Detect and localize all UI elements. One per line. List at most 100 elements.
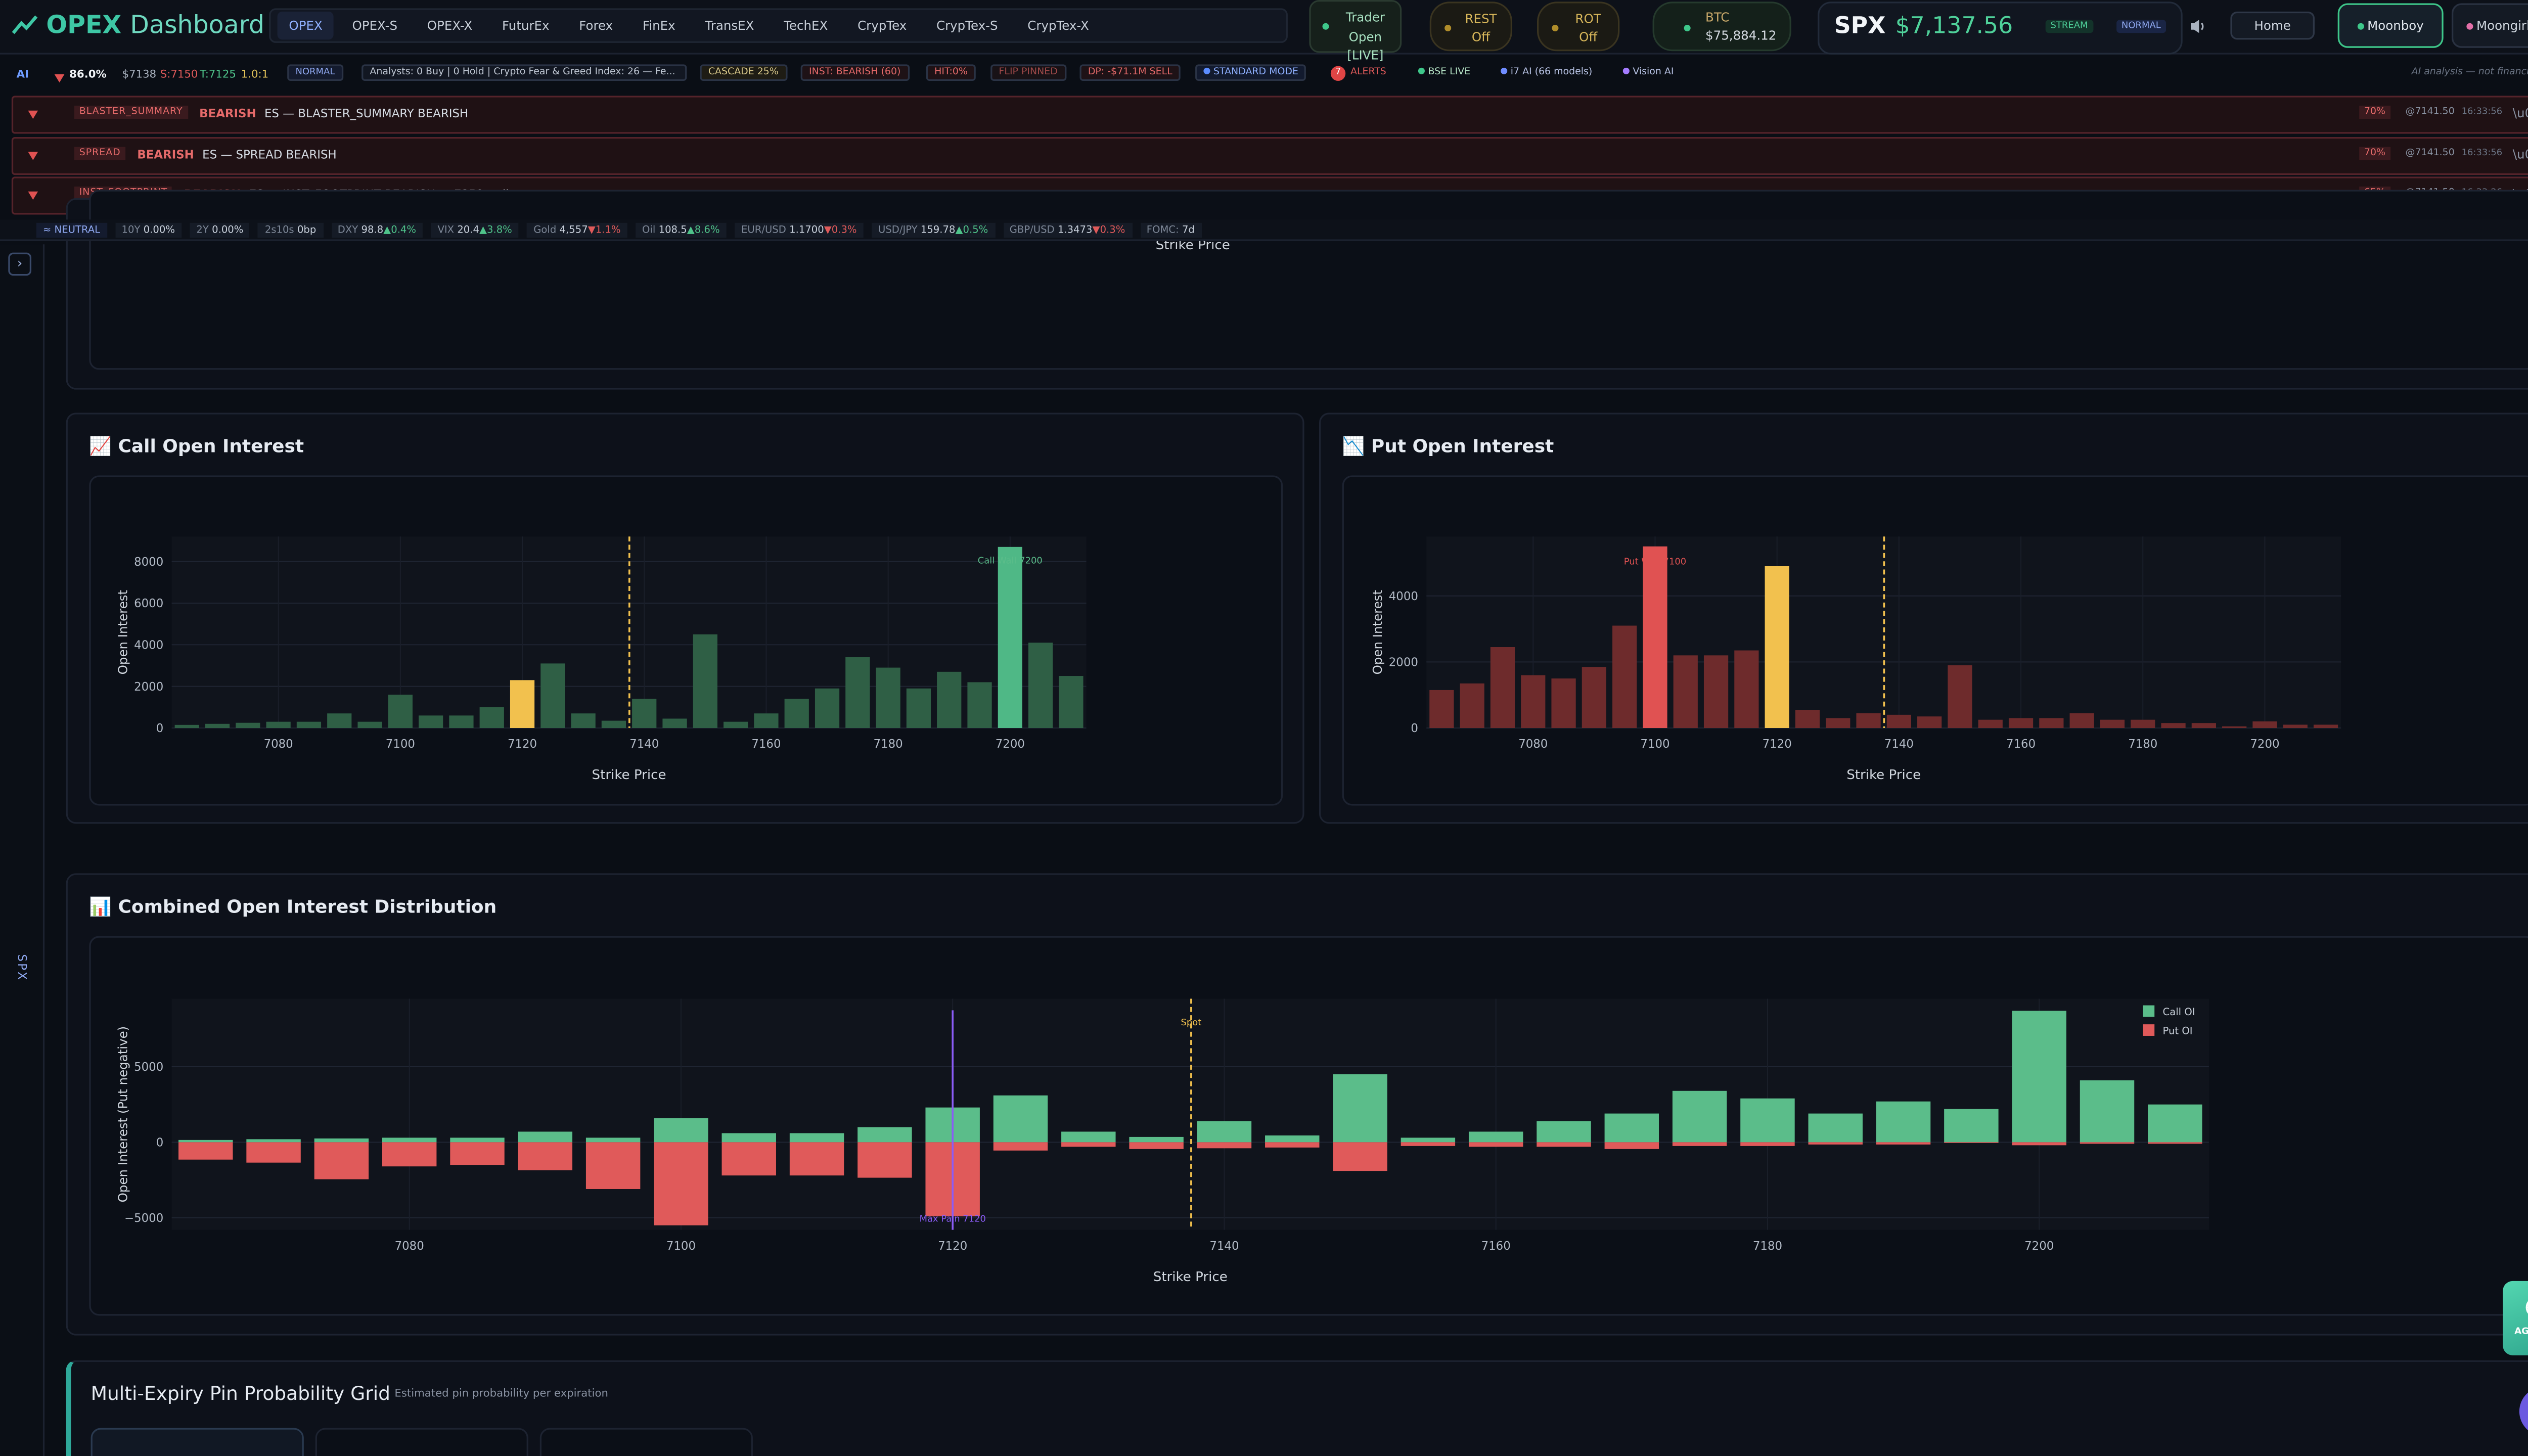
bar xyxy=(1537,1142,1591,1147)
y-tick-label: 6000 xyxy=(134,597,163,610)
bar xyxy=(601,720,626,728)
analysts-chip: Analysts: 0 Buy | 0 Hold | Crypto Fear &… xyxy=(362,64,687,81)
nav-tab[interactable]: TechEX xyxy=(784,18,828,33)
ai-target: T:7125 xyxy=(200,67,236,81)
spx-label: SPX xyxy=(1834,13,1886,40)
bar xyxy=(906,688,931,728)
bar xyxy=(1333,1142,1387,1171)
collapse-icon[interactable] xyxy=(28,151,38,160)
nav-tab[interactable]: CrypTex xyxy=(857,18,907,33)
bar xyxy=(654,1118,708,1143)
mode-chip[interactable]: STANDARD MODE xyxy=(1195,64,1307,81)
sentiment: ≈ NEUTRAL xyxy=(36,222,107,237)
bar xyxy=(518,1131,573,1143)
bar xyxy=(296,721,322,728)
bar xyxy=(1197,1142,1252,1149)
nav-tab[interactable]: Forex xyxy=(579,18,613,33)
bar xyxy=(1876,1101,1931,1143)
expiry-tab[interactable] xyxy=(539,1428,753,1456)
ticker-label: Gold xyxy=(533,223,557,236)
bar xyxy=(178,1140,233,1143)
nav-tab[interactable]: OPEX-X xyxy=(427,18,473,33)
ticker-item: 2s10s 0bp xyxy=(258,222,323,237)
ai-price: $7138 xyxy=(122,67,157,81)
bar xyxy=(450,1142,505,1165)
vision-text: Vision AI xyxy=(1633,67,1674,78)
agents-button[interactable]: AGENTS xyxy=(2503,1281,2528,1355)
bar xyxy=(1856,713,1881,728)
nav-tab[interactable]: CrypTex-X xyxy=(1027,18,1089,33)
collapse-icon[interactable] xyxy=(28,191,38,200)
bar xyxy=(1876,1142,1931,1145)
ticker-label: EUR/USD xyxy=(741,223,786,236)
collapse-icon[interactable] xyxy=(28,110,38,119)
bar xyxy=(1944,1142,1999,1143)
expiry-tab[interactable] xyxy=(91,1428,304,1456)
x-tick-label: 7100 xyxy=(1640,738,1669,751)
mode-dot xyxy=(1203,67,1210,74)
flip-chip: FLIP PINNED xyxy=(990,64,1066,81)
alert-signal: BEARISH xyxy=(199,107,256,121)
bar xyxy=(2069,713,2094,728)
annotation: Call Wall 7200 xyxy=(978,556,1043,566)
panel-title: 📈 Call Open Interest xyxy=(89,436,304,458)
bar xyxy=(1429,690,1454,728)
alert-count[interactable]: 7 xyxy=(1330,66,1346,81)
nav-tab[interactable]: TransEX xyxy=(705,18,754,33)
bar xyxy=(754,713,779,728)
logo-icon xyxy=(12,15,38,34)
agents-icon xyxy=(2525,1301,2528,1314)
bar xyxy=(585,1142,641,1189)
bar xyxy=(178,1142,233,1160)
bar xyxy=(2252,721,2277,728)
expiry-tab[interactable] xyxy=(315,1428,528,1456)
nav-tab[interactable]: OPEX-S xyxy=(352,18,398,33)
nav-tab[interactable]: FinEx xyxy=(642,18,675,33)
bar xyxy=(1765,566,1789,728)
ticker-change: ▲0.4% xyxy=(383,223,417,236)
btc-ticker[interactable]: BTC $75,884.12 xyxy=(1652,2,1791,52)
alert-close[interactable]: \u00D7 xyxy=(2512,105,2528,121)
bar xyxy=(1028,643,1053,728)
rest-toggle[interactable]: REST Off xyxy=(1429,2,1513,52)
bar xyxy=(479,707,504,728)
mode-text: STANDARD MODE xyxy=(1213,67,1298,78)
alert-tag: SPREAD xyxy=(74,146,126,160)
sidebar-toggle[interactable]: › xyxy=(8,252,32,276)
x-tick-label: 7120 xyxy=(508,738,537,751)
ticker-label: GBP/USD xyxy=(1009,223,1055,236)
trader-status[interactable]: Trader Open [LIVE] xyxy=(1309,0,1402,63)
alert-close[interactable]: \u00D7 xyxy=(2512,146,2528,161)
bar xyxy=(789,1133,844,1143)
alert-row: BLASTER_SUMMARY BEARISH ES — BLASTER_SUMMA… xyxy=(11,96,2528,134)
legend-label: Put OI xyxy=(2163,1025,2193,1037)
home-button[interactable]: Home xyxy=(2230,11,2315,40)
alerts-label[interactable]: ALERTS xyxy=(1350,67,1386,78)
regime-chip: NORMAL xyxy=(287,64,343,81)
bar xyxy=(571,713,596,728)
user-tab[interactable]: Moongirl xyxy=(2451,3,2528,48)
reference-label: Max Pain 7120 xyxy=(919,1213,985,1224)
bar xyxy=(382,1142,437,1167)
bar xyxy=(1551,678,1576,728)
bar xyxy=(2191,723,2216,728)
status-dot xyxy=(1444,24,1452,32)
rot-toggle[interactable]: ROT Off xyxy=(1537,2,1620,52)
nav-tab[interactable]: CrypTex-S xyxy=(936,18,998,33)
y-tick-label: 0 xyxy=(1411,722,1418,735)
nav-tab[interactable]: OPEX xyxy=(277,11,334,40)
ticker-label: 10Y xyxy=(121,223,141,236)
alert-price: @7141.50 xyxy=(2405,148,2455,158)
x-tick-label: 7100 xyxy=(386,738,415,751)
user-tab[interactable]: Moonboy xyxy=(2337,3,2444,48)
direction-icon xyxy=(54,74,65,83)
bar xyxy=(632,699,657,728)
bar xyxy=(388,695,413,728)
bar xyxy=(246,1142,301,1163)
bar xyxy=(1673,655,1698,728)
bar xyxy=(1265,1142,1320,1148)
ticker-value: 108.5 xyxy=(658,223,687,236)
bar xyxy=(1917,716,1942,728)
nav-tab[interactable]: FuturEx xyxy=(502,18,550,33)
sound-icon[interactable] xyxy=(2189,18,2206,35)
